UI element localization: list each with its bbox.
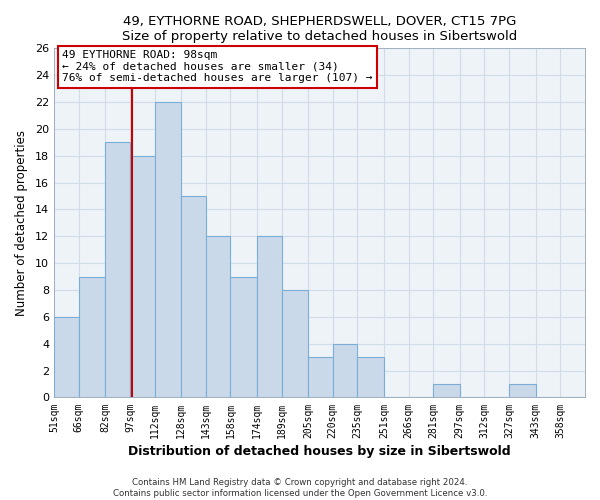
Bar bbox=[155, 102, 181, 398]
Bar bbox=[509, 384, 536, 398]
Bar bbox=[281, 290, 308, 398]
Bar bbox=[79, 276, 105, 398]
Text: Contains HM Land Registry data © Crown copyright and database right 2024.
Contai: Contains HM Land Registry data © Crown c… bbox=[113, 478, 487, 498]
Bar bbox=[333, 344, 358, 398]
Bar bbox=[308, 357, 333, 398]
Bar bbox=[206, 236, 230, 398]
Title: 49, EYTHORNE ROAD, SHEPHERDSWELL, DOVER, CT15 7PG
Size of property relative to d: 49, EYTHORNE ROAD, SHEPHERDSWELL, DOVER,… bbox=[122, 15, 517, 43]
Bar bbox=[181, 196, 206, 398]
Bar bbox=[257, 236, 281, 398]
Bar bbox=[230, 276, 257, 398]
Text: 49 EYTHORNE ROAD: 98sqm
← 24% of detached houses are smaller (34)
76% of semi-de: 49 EYTHORNE ROAD: 98sqm ← 24% of detache… bbox=[62, 50, 373, 84]
Bar bbox=[433, 384, 460, 398]
X-axis label: Distribution of detached houses by size in Sibertswold: Distribution of detached houses by size … bbox=[128, 444, 511, 458]
Bar bbox=[105, 142, 130, 398]
Bar bbox=[54, 317, 79, 398]
Y-axis label: Number of detached properties: Number of detached properties bbox=[15, 130, 28, 316]
Bar bbox=[130, 156, 155, 398]
Bar bbox=[358, 357, 384, 398]
